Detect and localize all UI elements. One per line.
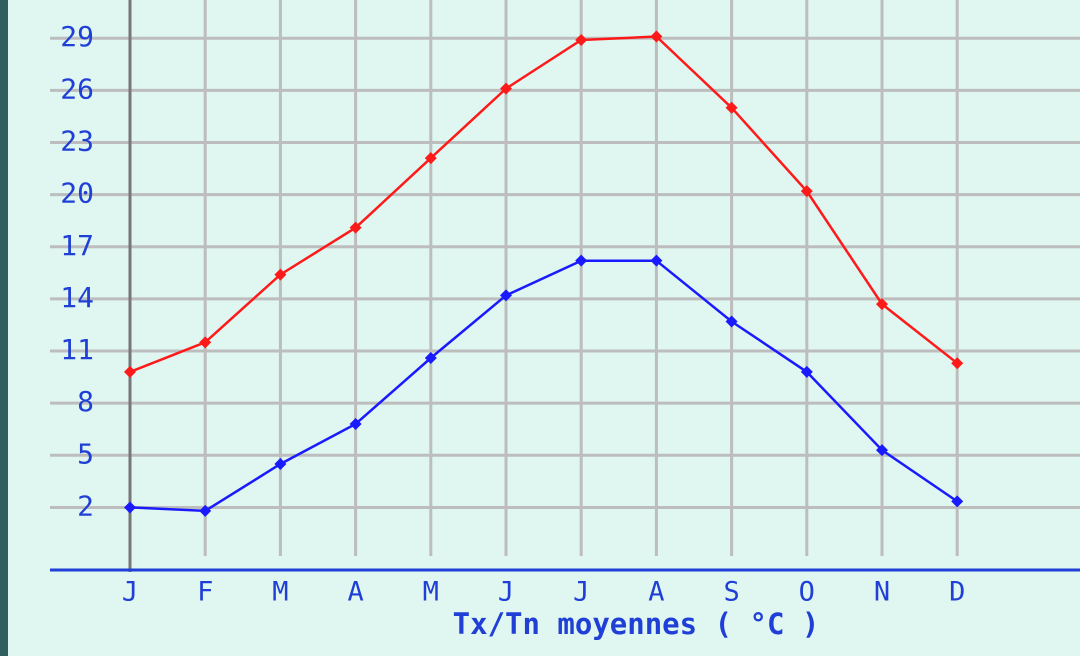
data-point <box>876 444 888 457</box>
data-point <box>575 254 588 267</box>
data-point <box>800 185 813 198</box>
data-point <box>274 457 287 470</box>
data-point <box>199 504 212 517</box>
data-point <box>725 315 738 328</box>
x-tick-label: J <box>498 577 514 608</box>
data-point <box>650 254 663 267</box>
data-point <box>424 351 437 364</box>
y-tick-label: 23 <box>60 125 94 158</box>
data-point <box>349 221 362 234</box>
data-point <box>500 82 512 95</box>
data-point <box>951 495 964 508</box>
x-tick-label: J <box>122 577 138 608</box>
y-tick-label: 17 <box>60 229 94 262</box>
y-tick-label: 14 <box>60 281 94 314</box>
x-tick-label: M <box>272 577 288 608</box>
data-point <box>424 152 437 165</box>
y-tick-label: 29 <box>60 20 94 53</box>
y-tick-label: 20 <box>60 177 94 210</box>
y-tick-label: 11 <box>60 333 94 366</box>
data-point <box>349 418 362 431</box>
data-point <box>124 501 136 514</box>
x-tick-label: O <box>799 577 815 608</box>
x-tick-label: N <box>874 577 890 608</box>
x-tick-label: J <box>573 577 589 608</box>
x-tick-label: S <box>723 577 739 608</box>
y-tick-label: 26 <box>60 72 94 105</box>
series-line <box>129 259 958 513</box>
data-point <box>951 357 964 370</box>
data-point <box>274 268 287 281</box>
data-point <box>876 298 888 311</box>
x-tick-label: D <box>949 577 965 608</box>
x-tick-label: A <box>648 577 664 608</box>
data-point <box>575 33 588 46</box>
data-point <box>800 365 813 378</box>
y-tick-label: 5 <box>77 437 94 470</box>
x-tick-label: A <box>347 577 363 608</box>
data-point <box>124 365 136 378</box>
data-point <box>199 336 212 349</box>
chart: Tx/Tn moyennes ( °C ) 2 5 8 11 14 17 20 23 26 29 J… <box>50 0 1080 641</box>
x-tick-label: M <box>423 577 439 608</box>
page: Tx/Tn moyennes ( °C ) 2 5 8 11 14 17 20 23 26 29 J… <box>8 0 1080 656</box>
y-tick-label: 8 <box>77 385 94 418</box>
data-point <box>725 101 738 114</box>
data-point <box>650 30 663 43</box>
y-tick-label: 2 <box>77 489 94 522</box>
x-tick-label: F <box>197 577 213 608</box>
series-line <box>129 35 958 374</box>
x-axis-title: Tx/Tn moyennes ( °C ) <box>453 607 820 641</box>
data-point <box>500 289 512 302</box>
